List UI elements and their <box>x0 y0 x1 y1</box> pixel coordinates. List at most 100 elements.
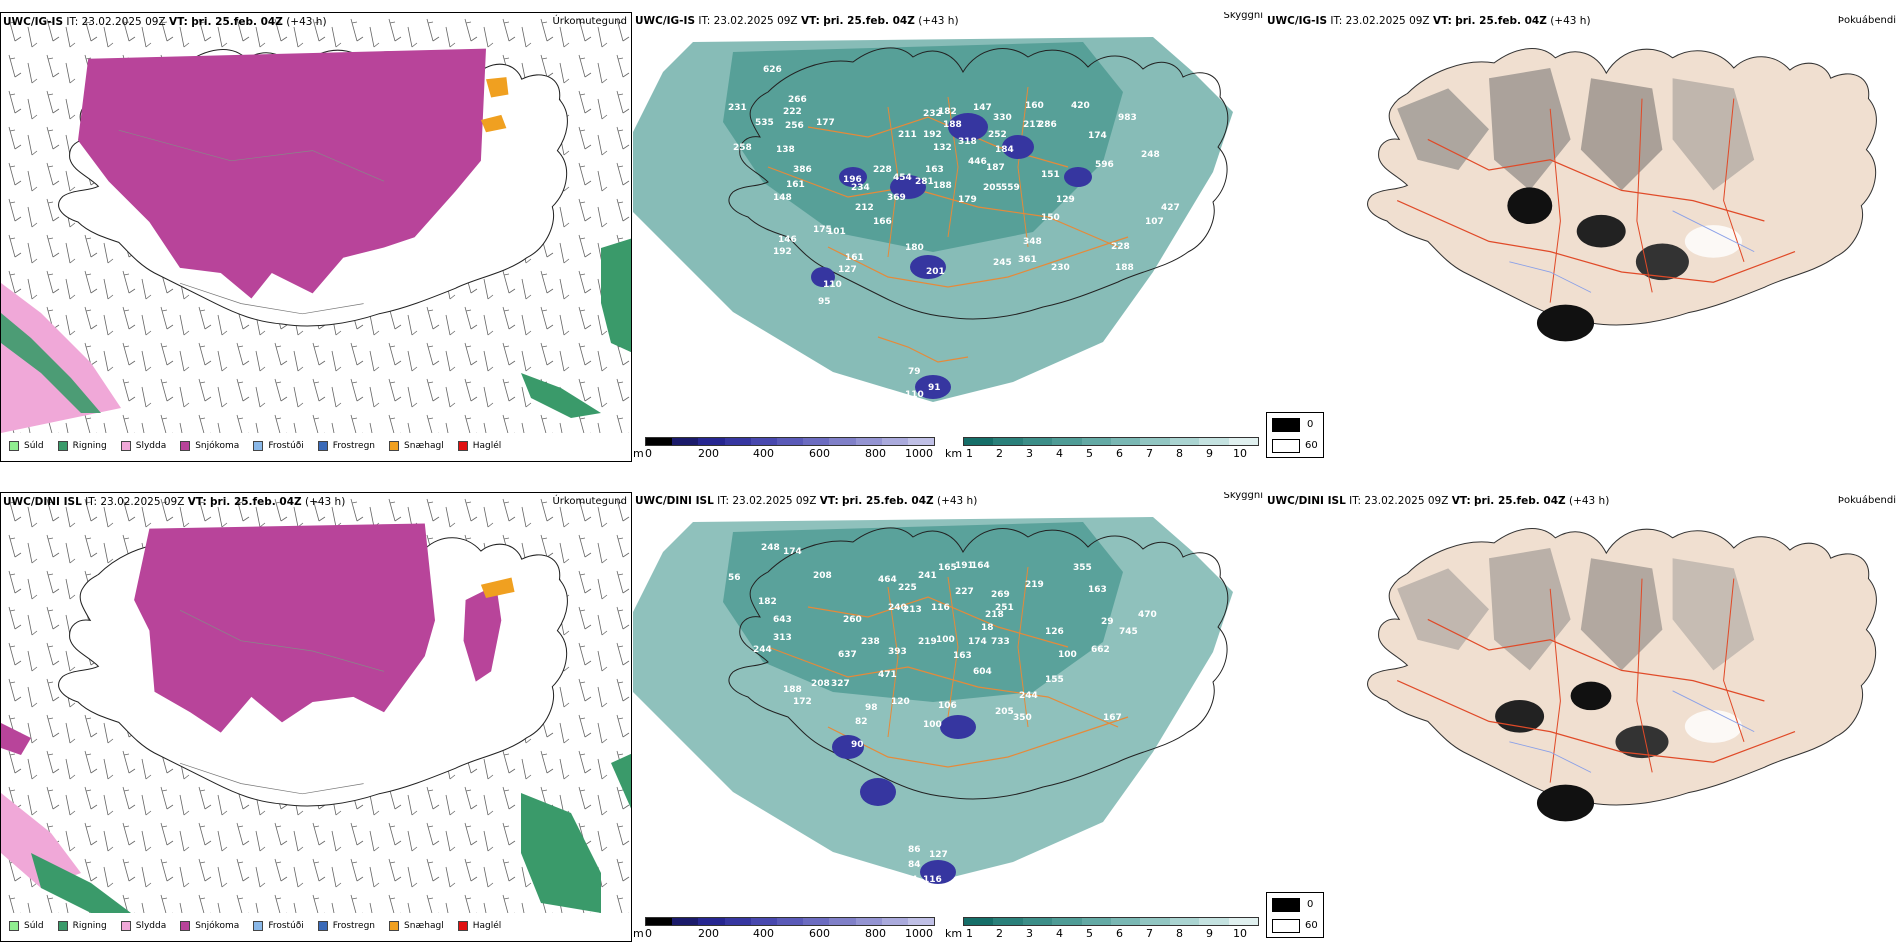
station-label: 313 <box>773 633 792 643</box>
station-label: 192 <box>773 247 792 257</box>
legend-item: Snæhagl <box>389 441 444 451</box>
station-label: 84 <box>908 860 921 870</box>
panel-title: UWC/DINI ISL IT: 23.02.2025 09Z VT: þri.… <box>635 495 978 507</box>
station-label: 201 <box>926 267 945 277</box>
station-label: 234 <box>851 183 870 193</box>
station-label: 132 <box>933 143 952 153</box>
station-label: 225 <box>898 583 917 593</box>
station-label: 110 <box>823 280 842 290</box>
visibility-tick: 3 <box>1026 447 1033 460</box>
station-label: 427 <box>1161 203 1180 213</box>
station-label: 79 <box>908 367 921 377</box>
legend-item: Rigning <box>57 921 107 931</box>
visibility-tick: 2 <box>996 927 1003 940</box>
station-label: 983 <box>1118 113 1137 123</box>
station-label: 129 <box>1056 195 1075 205</box>
station-label: 228 <box>1111 242 1130 252</box>
station-label: 100 <box>923 720 942 730</box>
visibility-map: 626 231 222 266 256 177 535 258 138 386 … <box>633 37 1233 402</box>
precip-type-map <box>1 493 631 913</box>
station-label: 161 <box>786 180 805 190</box>
station-label: 95 <box>818 297 831 307</box>
legend-item: Snjókoma <box>180 921 239 931</box>
station-label: 208 <box>811 679 830 689</box>
station-label: 188 <box>933 181 952 191</box>
panel-title: UWC/DINI ISL IT: 23.02.2025 09Z VT: þri.… <box>3 496 346 508</box>
fog-index-map <box>1367 48 1877 342</box>
visibility-tick: 4 <box>1056 927 1063 940</box>
station-label: 127 <box>929 850 948 860</box>
station-label: 172 <box>793 697 812 707</box>
fog-legend-label: 60 <box>1305 920 1318 931</box>
station-label: 188 <box>943 120 962 130</box>
fog-legend: 0 60 <box>1266 412 1324 458</box>
station-label: 361 <box>1018 255 1037 265</box>
station-label: 227 <box>955 587 974 597</box>
station-label: 386 <box>793 165 812 175</box>
panel-title: UWC/DINI ISL IT: 23.02.2025 09Z VT: þri.… <box>1267 495 1610 507</box>
station-label: 179 <box>958 195 977 205</box>
station-label: 232 <box>923 109 942 119</box>
station-label: 56 <box>728 573 741 583</box>
station-label: 350 <box>1013 713 1032 723</box>
station-label: 211 <box>898 130 917 140</box>
fog-panel-bottom: UWC/DINI ISL IT: 23.02.2025 09Z VT: þri.… <box>1265 492 1900 942</box>
station-label: 244 <box>753 645 772 655</box>
station-label: 116 <box>931 603 950 613</box>
station-label: 184 <box>995 145 1014 155</box>
legend-item: Slydda <box>120 441 166 451</box>
station-label: 471 <box>878 670 897 680</box>
fog-legend-label: 0 <box>1307 899 1314 910</box>
station-label: 218 <box>985 610 1004 620</box>
station-label: 230 <box>1051 263 1070 273</box>
station-label: 106 <box>938 701 957 711</box>
station-label: 330 <box>993 113 1012 123</box>
station-label: 175 <box>813 225 832 235</box>
station-label: 745 <box>1119 627 1138 637</box>
visibility-tick: 2 <box>996 447 1003 460</box>
height-tick: 200 <box>698 927 719 940</box>
legend-item: Súld <box>9 921 44 931</box>
station-label: 101 <box>827 227 846 237</box>
station-label: 266 <box>788 95 807 105</box>
station-label: 155 <box>1045 675 1064 685</box>
visibility-tick: 7 <box>1146 447 1153 460</box>
visibility-tick: 7 <box>1146 927 1153 940</box>
visibility-colorbar <box>963 917 1259 926</box>
height-unit: m <box>633 927 644 940</box>
station-label: 146 <box>778 235 797 245</box>
legend-item: Frostregn <box>317 441 375 451</box>
station-label: 637 <box>838 650 857 660</box>
station-label: 120 <box>891 697 910 707</box>
visibility-tick: 1 <box>966 927 973 940</box>
station-label: 98 <box>865 703 878 713</box>
station-label: 369 <box>887 193 906 203</box>
station-label: 244 <box>1019 691 1038 701</box>
station-label: 258 <box>733 143 752 153</box>
station-label: 188 <box>1115 263 1134 273</box>
station-label: 604 <box>973 667 992 677</box>
legend-item: Frostregn <box>317 921 375 931</box>
visibility-panel-top: 626 231 222 266 256 177 535 258 138 386 … <box>633 12 1263 462</box>
station-label: 238 <box>861 637 880 647</box>
height-tick: 1000 <box>905 447 933 460</box>
visibility-tick: 1 <box>966 447 973 460</box>
panel-variable-title: Úrkomutegund <box>552 16 627 27</box>
station-label: 217 <box>1023 120 1042 130</box>
height-tick: 0 <box>645 927 652 940</box>
station-label: 151 <box>1041 170 1060 180</box>
legend-item: Súld <box>9 441 44 451</box>
station-label: 281 <box>915 177 934 187</box>
station-label: 219 <box>918 637 937 647</box>
panel-title: UWC/IG-IS IT: 23.02.2025 09Z VT: þri. 25… <box>3 16 327 28</box>
station-label: 318 <box>958 137 977 147</box>
visibility-panel-bottom: 248 174 208 56 182 643 313 244 637 260 4… <box>633 492 1263 942</box>
station-label: 213 <box>903 605 922 615</box>
station-label: 138 <box>776 145 795 155</box>
visibility-tick: 9 <box>1206 927 1213 940</box>
station-label: 240 <box>888 603 907 613</box>
visibility-tick: 8 <box>1176 927 1183 940</box>
station-label: 163 <box>953 651 972 661</box>
station-label: 165 <box>938 563 957 573</box>
legend-item: Haglél <box>457 441 501 451</box>
